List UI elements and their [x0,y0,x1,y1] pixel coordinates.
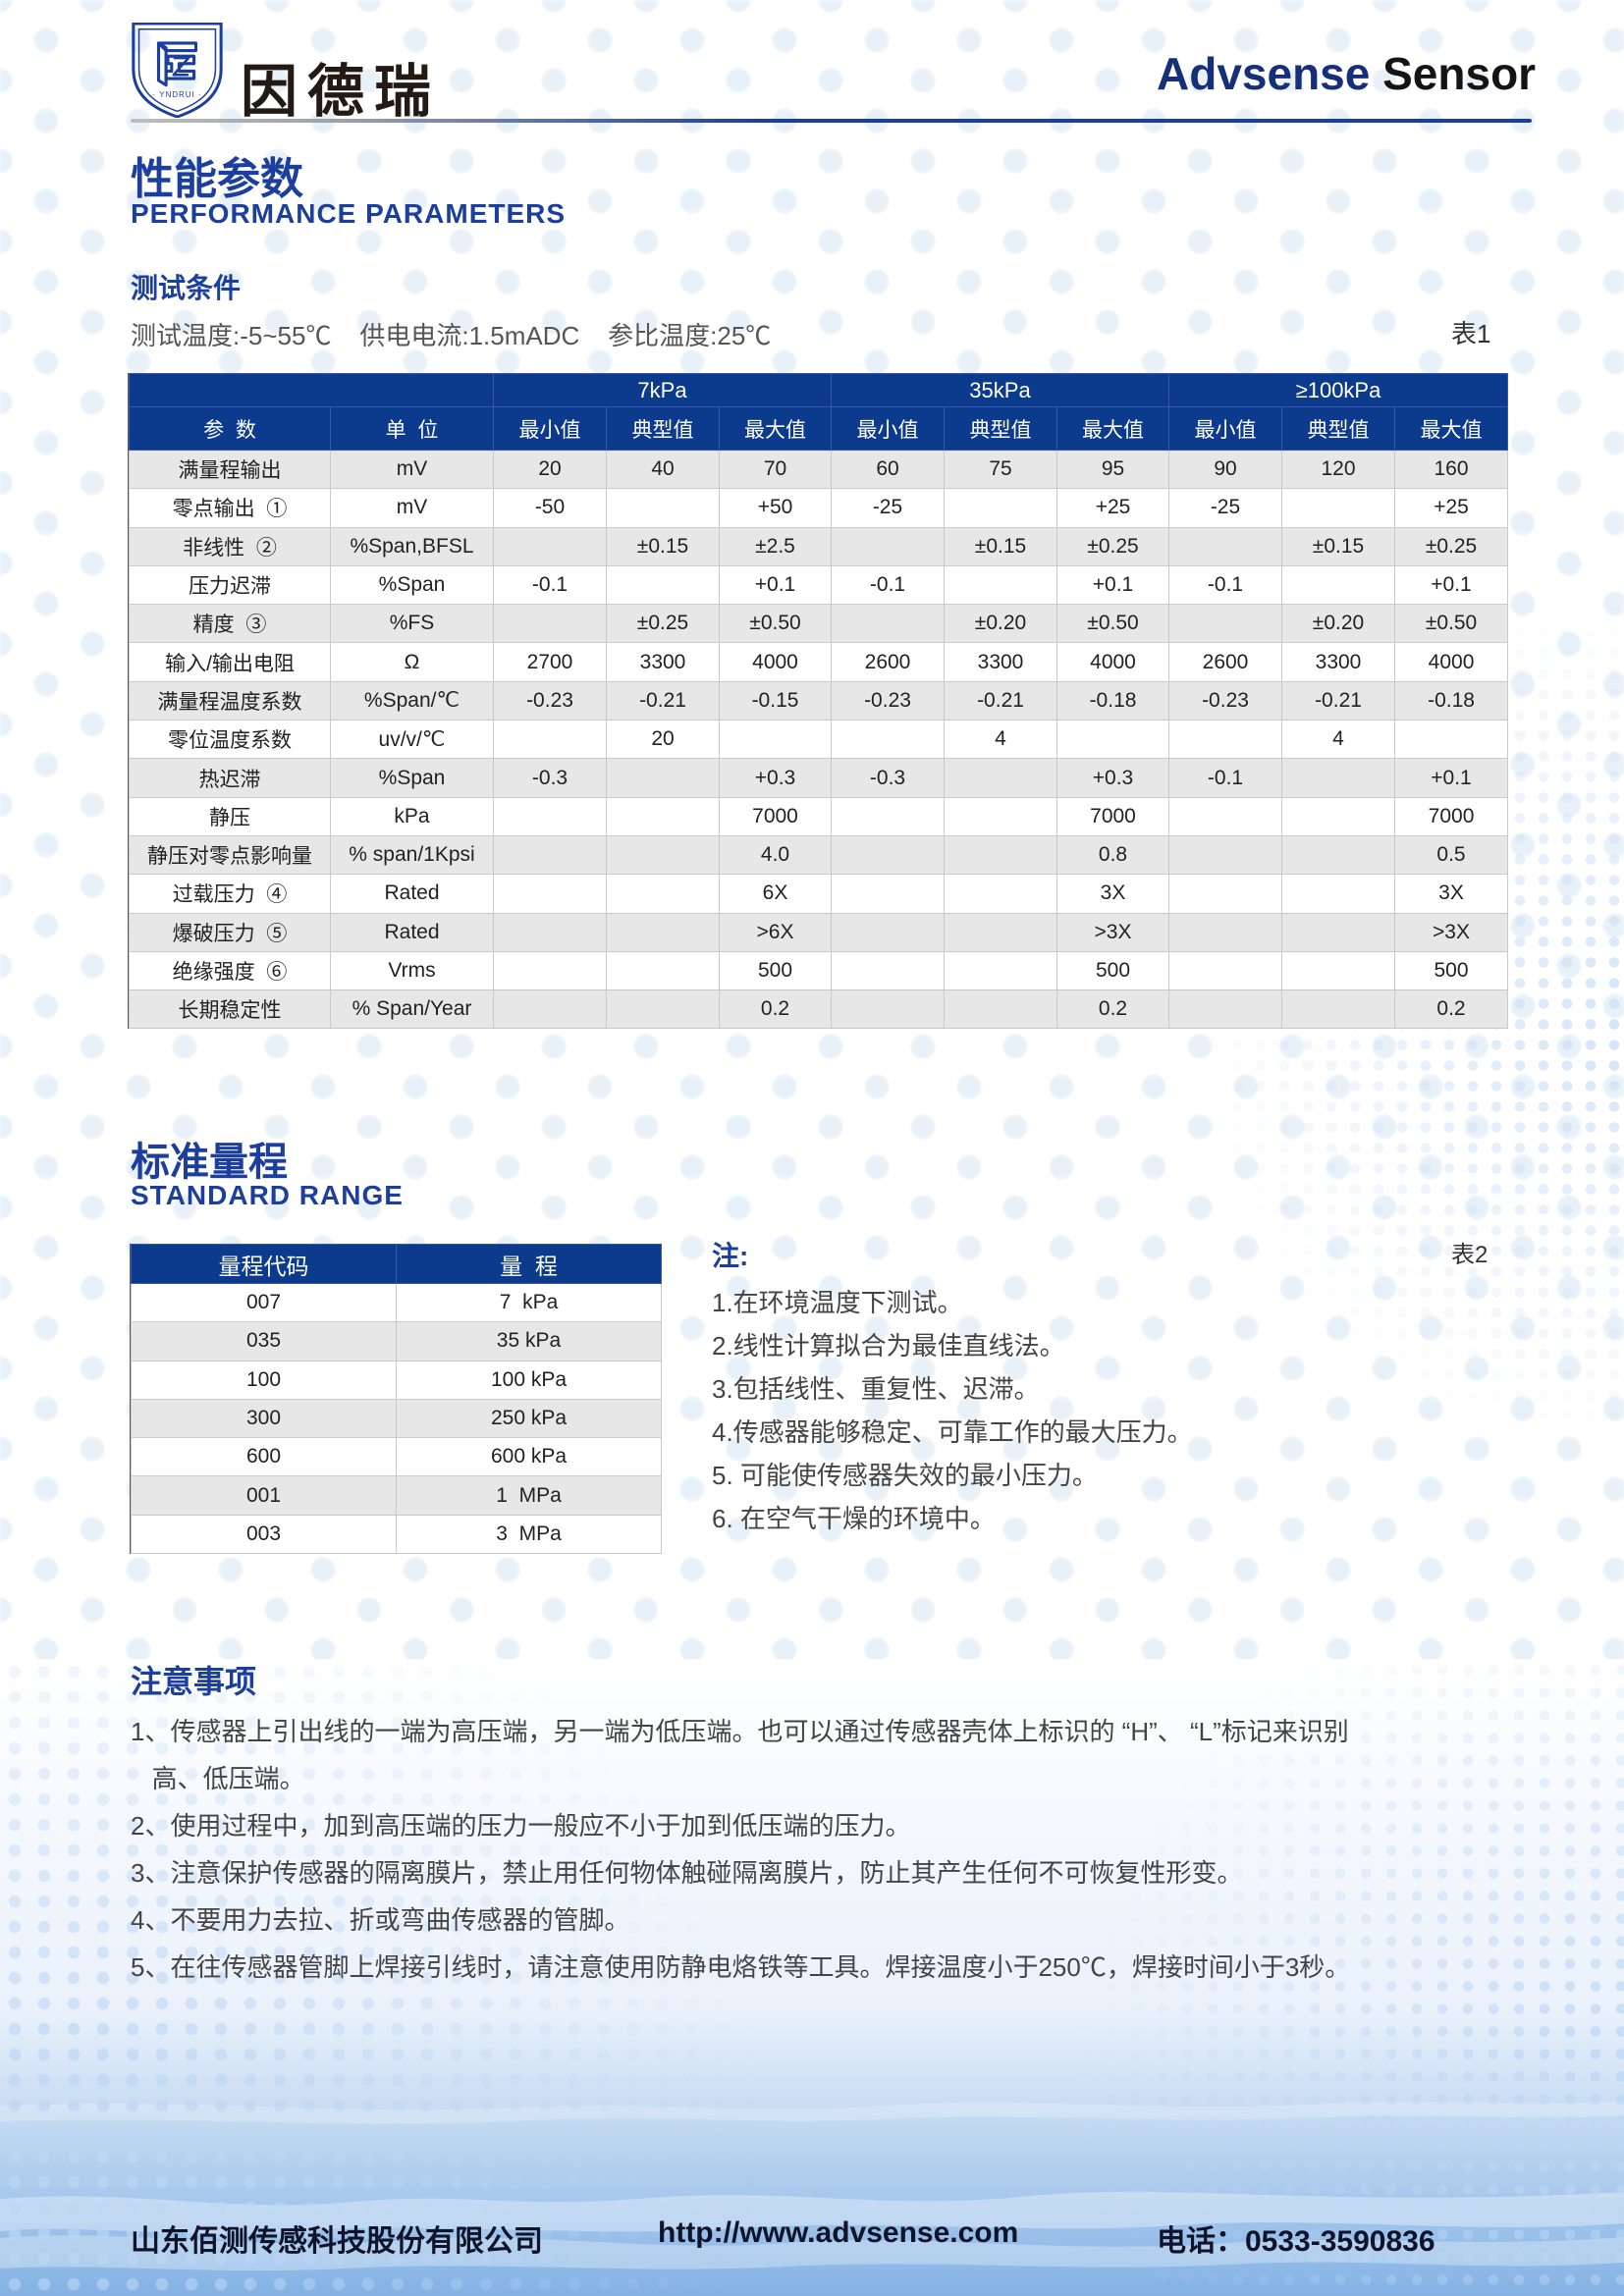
svg-text:· YNDRUI ·: · YNDRUI · [152,90,201,99]
